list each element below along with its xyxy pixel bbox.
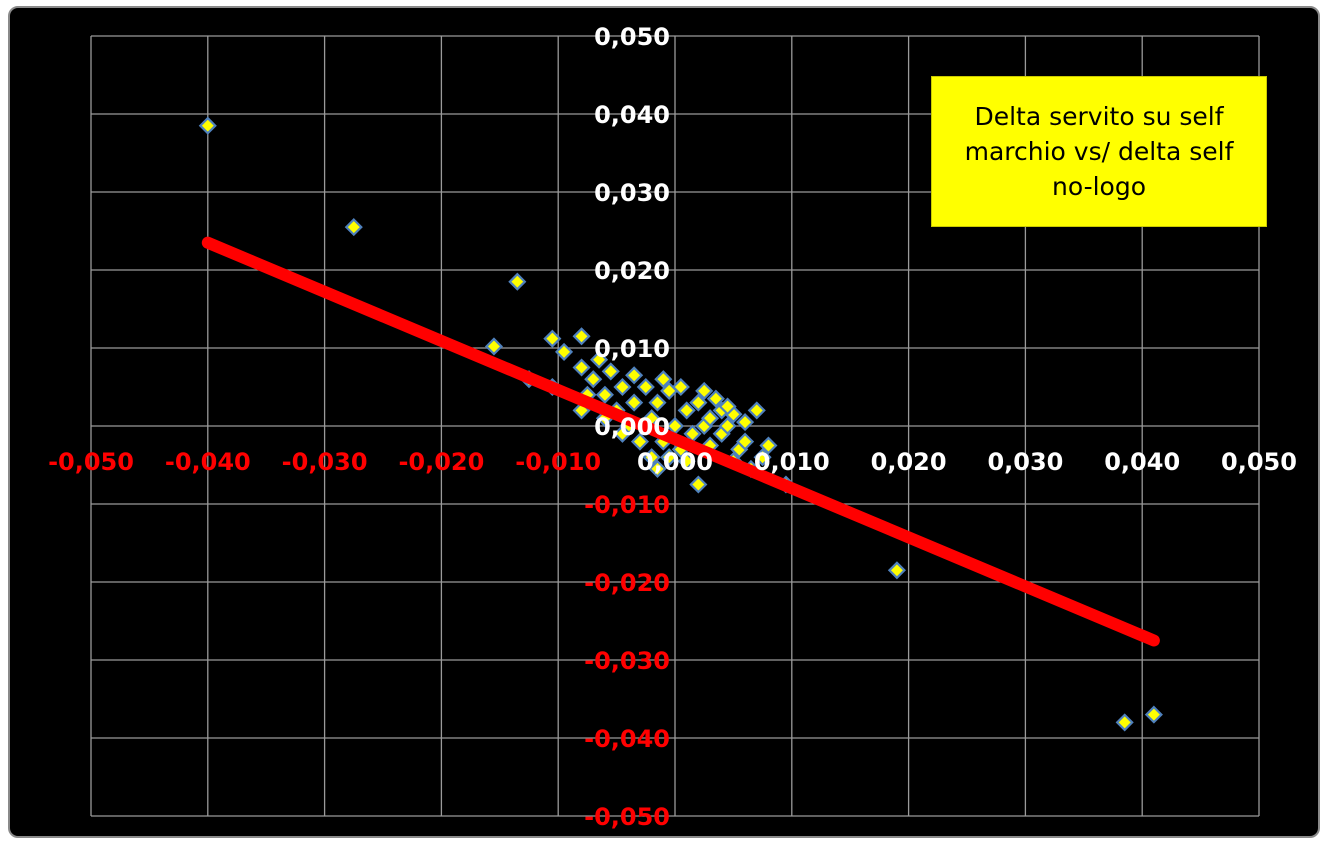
data-point bbox=[601, 362, 620, 381]
data-point bbox=[660, 448, 679, 467]
data-point bbox=[677, 452, 696, 471]
data-point bbox=[753, 448, 772, 467]
x-tick-label: -0,020 bbox=[398, 448, 484, 476]
x-tick-label: -0,030 bbox=[282, 448, 368, 476]
data-point bbox=[736, 413, 755, 432]
data-point bbox=[677, 401, 696, 420]
data-point bbox=[613, 377, 632, 397]
data-point bbox=[736, 432, 755, 451]
y-tick-label: 0,030 bbox=[594, 179, 670, 207]
data-point bbox=[625, 393, 644, 412]
data-point bbox=[671, 377, 690, 397]
data-point bbox=[718, 416, 737, 436]
data-point bbox=[706, 389, 725, 408]
data-point bbox=[572, 358, 591, 377]
data-point bbox=[543, 329, 562, 348]
data-point bbox=[1144, 705, 1163, 724]
y-tick-label: 0,020 bbox=[594, 257, 670, 285]
x-tick-label: -0,010 bbox=[515, 448, 601, 476]
x-tick-label: 0,030 bbox=[987, 448, 1063, 476]
y-tick-label: -0,030 bbox=[584, 647, 670, 675]
data-point bbox=[1115, 713, 1134, 732]
annotation-text: Delta servito su self marchio vs/ delta … bbox=[964, 102, 1234, 201]
y-tick-label: -0,010 bbox=[584, 491, 670, 519]
annotation-box: Delta servito su self marchio vs/ delta … bbox=[931, 76, 1267, 227]
x-tick-label: -0,040 bbox=[165, 448, 251, 476]
data-point bbox=[625, 366, 644, 385]
data-point bbox=[887, 561, 906, 580]
data-point bbox=[648, 459, 667, 478]
data-point bbox=[759, 436, 778, 455]
x-tick-label: -0,050 bbox=[48, 448, 134, 476]
trendline bbox=[201, 236, 1160, 647]
data-point bbox=[584, 370, 603, 389]
x-tick-label: 0,020 bbox=[871, 448, 947, 476]
data-point bbox=[613, 424, 632, 443]
data-point bbox=[718, 397, 737, 416]
y-tick-label: 0,040 bbox=[594, 101, 670, 129]
x-tick-label: 0,040 bbox=[1104, 448, 1180, 476]
x-tick-label: 0,050 bbox=[1221, 448, 1297, 476]
data-point bbox=[642, 448, 661, 467]
y-tick-label: -0,020 bbox=[584, 569, 670, 597]
x-tick-label: 0,010 bbox=[754, 448, 830, 476]
data-point bbox=[344, 218, 363, 237]
y-tick-label: -0,040 bbox=[584, 725, 670, 753]
data-point bbox=[636, 377, 655, 397]
data-point bbox=[198, 116, 217, 135]
x-tick-label: 0,000 bbox=[637, 448, 713, 476]
data-point bbox=[595, 385, 614, 404]
data-point bbox=[654, 370, 673, 389]
y-tick-label: 0,050 bbox=[594, 23, 670, 51]
y-tick-label: -0,050 bbox=[584, 803, 670, 831]
data-point bbox=[572, 327, 591, 346]
data-point bbox=[590, 350, 609, 369]
data-point bbox=[630, 432, 650, 451]
data-point bbox=[695, 381, 714, 400]
data-point bbox=[484, 337, 504, 356]
data-point bbox=[508, 272, 527, 291]
y-tick-label: 0,010 bbox=[594, 335, 670, 363]
data-point bbox=[700, 409, 720, 428]
data-point bbox=[747, 401, 766, 420]
y-tick-label: 0,000 bbox=[594, 413, 670, 441]
data-point bbox=[689, 393, 708, 412]
data-point bbox=[648, 393, 667, 412]
data-point bbox=[689, 475, 708, 494]
data-point bbox=[554, 342, 574, 361]
